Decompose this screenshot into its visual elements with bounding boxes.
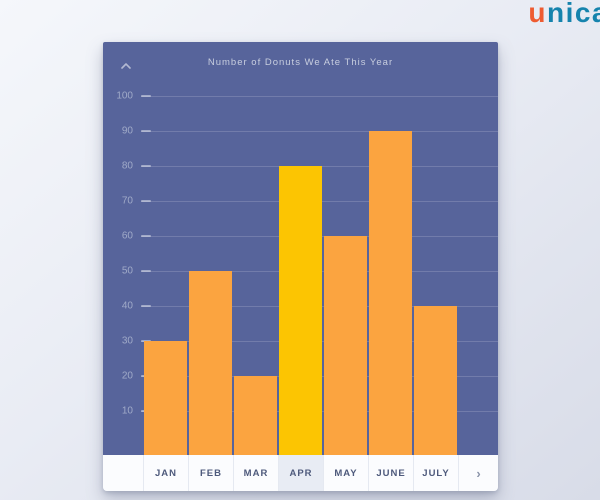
axis-tick <box>141 130 151 132</box>
y-axis-label: 50 <box>121 265 133 277</box>
y-axis-label: 80 <box>121 160 133 172</box>
chart-title: Number of Donuts We Ate This Year <box>207 57 394 68</box>
month-cell-jan[interactable]: JAN <box>143 455 188 491</box>
bar-feb[interactable] <box>189 271 232 455</box>
axis-tick <box>141 95 151 97</box>
bar-slot-apr <box>278 42 323 455</box>
bar-slot-jan <box>143 42 188 455</box>
month-cell-mar[interactable]: MAR <box>233 455 278 491</box>
month-cell-apr[interactable]: APR <box>278 455 323 491</box>
bar-slot-mar <box>233 42 278 455</box>
y-axis-label: 70 <box>121 195 133 207</box>
bars-row <box>143 42 458 455</box>
axis-tick <box>141 165 151 167</box>
y-axis-label: 30 <box>121 335 133 347</box>
footer-spacer <box>103 455 143 491</box>
axis-tick <box>141 270 151 272</box>
bar-jan[interactable] <box>144 341 187 455</box>
logo-prefix: u <box>528 0 547 28</box>
month-cell-feb[interactable]: FEB <box>188 455 233 491</box>
bar-mar[interactable] <box>234 376 277 455</box>
axis-tick <box>141 305 151 307</box>
bar-slot-july <box>413 42 458 455</box>
chevron-up-icon <box>121 63 131 69</box>
next-months-button[interactable]: › <box>458 455 498 491</box>
bar-slot-may <box>323 42 368 455</box>
bar-apr[interactable] <box>279 166 322 455</box>
axis-tick <box>141 200 151 202</box>
y-axis-label: 10 <box>121 405 133 417</box>
gridline <box>141 131 498 132</box>
chevron-right-icon: › <box>476 465 481 481</box>
month-cell-july[interactable]: JULY <box>413 455 458 491</box>
gridline <box>141 96 498 97</box>
y-axis-label: 20 <box>121 370 133 382</box>
chart-area: Number of Donuts We Ate This Year 100 90 8… <box>103 42 498 455</box>
bar-slot-feb <box>188 42 233 455</box>
unica-logo: unica <box>528 0 600 29</box>
bar-june[interactable] <box>369 131 412 455</box>
bar-may[interactable] <box>324 236 367 455</box>
axis-tick <box>141 235 151 237</box>
month-cell-june[interactable]: JUNE <box>368 455 413 491</box>
y-axis-label: 60 <box>121 230 133 242</box>
y-axis-label: 100 <box>116 90 133 102</box>
bar-july[interactable] <box>414 306 457 455</box>
chart-card: Number of Donuts We Ate This Year 100 90 8… <box>103 42 498 491</box>
month-nav: JAN FEB MAR APR MAY JUNE JULY › <box>103 455 498 491</box>
y-axis-label: 40 <box>121 300 133 312</box>
month-cell-may[interactable]: MAY <box>323 455 368 491</box>
y-axis-label: 90 <box>121 125 133 137</box>
scroll-up-button[interactable] <box>117 59 135 73</box>
logo-suffix: nica <box>546 0 600 28</box>
bar-slot-june <box>368 42 413 455</box>
